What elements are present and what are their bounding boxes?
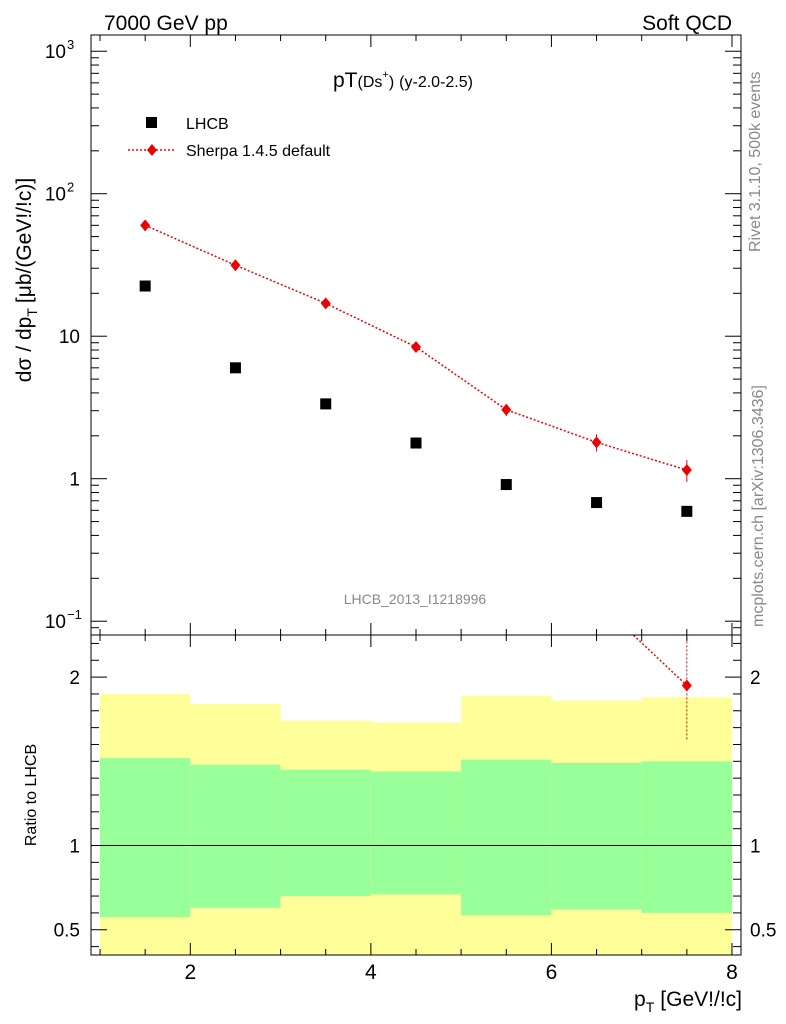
legend-label-lhcb: LHCB <box>186 116 229 133</box>
legend-marker-sherpa <box>147 144 157 156</box>
ratio-bands <box>100 693 732 955</box>
main-y-tick-label: 10 <box>45 185 66 206</box>
ratio-tick-labels: 0.5 0.5 1 1 2 2 <box>54 668 777 942</box>
title-main: pT <box>333 69 358 92</box>
x-tick-labels: 2 4 6 8 <box>184 961 737 984</box>
ratio-band-inner <box>551 763 642 910</box>
x-tick-label: 8 <box>726 961 738 984</box>
main-y-tick-label: 10 <box>45 42 66 63</box>
x-tick-label: 6 <box>546 961 558 984</box>
ratio-tick-label-right: 2 <box>750 668 761 689</box>
sherpa-point <box>320 297 331 310</box>
lhcb-point <box>229 362 241 374</box>
xlabel-sub: T <box>646 999 655 1015</box>
title-particle: (Ds <box>358 74 383 91</box>
ylabel-unit: [μb/(GeV!/!c)] <box>13 178 36 303</box>
lhcb-point <box>410 437 422 449</box>
ratio-panel: 0.5 0.5 1 1 2 2 2 4 6 8 Ratio to LHCB pT [GeV!/!c… <box>23 634 777 1015</box>
main-y-tick-exponent: 3 <box>67 37 74 52</box>
ratio-band-inner <box>461 759 552 916</box>
ratio-sherpa-line <box>632 635 688 687</box>
ratio-sherpa-series <box>632 635 692 740</box>
ratio-band-inner <box>641 761 732 913</box>
lhcb-point <box>139 280 151 292</box>
header-right: Soft QCD <box>642 12 732 35</box>
x-tick-label: 2 <box>184 961 196 984</box>
chart-title: pT(Ds+) (y-2.0-2.5) <box>333 69 473 92</box>
ratio-band-inner <box>100 757 191 918</box>
main-y-tick-label: 1 <box>69 470 80 491</box>
sherpa-point <box>591 436 602 449</box>
ratio-tick-label-left: 1 <box>69 837 80 858</box>
ratio-tick-label-right: 1 <box>750 837 761 858</box>
ylabel-sub: T <box>24 308 40 317</box>
lhcb-series <box>139 280 693 517</box>
ratio-band-inner <box>190 764 281 908</box>
main-y-axis-label: dσ / dpT [μb/(GeV!/!c)] <box>13 178 40 382</box>
sherpa-point <box>501 403 512 416</box>
title-particle-close: ) <box>389 74 394 91</box>
sherpa-point <box>140 219 151 232</box>
ratio-band-inner <box>280 769 371 897</box>
analysis-watermark: LHCB_2013_I1218996 <box>344 591 487 607</box>
main-y-tick-exponent: 2 <box>67 180 74 195</box>
sherpa-point <box>230 259 241 272</box>
legend: LHCB Sherpa 1.4.5 default <box>128 116 331 160</box>
legend-marker-lhcb <box>146 117 157 128</box>
legend-label-sherpa: Sherpa 1.4.5 default <box>186 143 331 160</box>
ylabel-prefix: dσ / dp <box>13 317 36 383</box>
xlabel-main: p <box>634 988 646 1011</box>
header-left: 7000 GeV pp <box>104 12 228 35</box>
rivet-label: Rivet 3.1.10, 500k events <box>747 71 764 252</box>
main-y-tick-label: 10 <box>59 327 80 348</box>
sherpa-series <box>140 219 692 482</box>
lhcb-point <box>320 398 332 410</box>
x-axis-label: pT [GeV!/!c] <box>634 988 742 1015</box>
ratio-axis-ticks <box>91 635 741 955</box>
sherpa-point <box>411 341 421 354</box>
x-tick-label: 4 <box>365 961 377 984</box>
ratio-tick-label-left: 2 <box>69 668 80 689</box>
main-y-tick-exponent: −1 <box>67 607 82 622</box>
ratio-sherpa-point <box>681 679 692 692</box>
lhcb-point <box>681 505 693 517</box>
ratio-tick-label-right: 0.5 <box>750 921 776 942</box>
title-charge: + <box>382 69 388 81</box>
main-axis-ticks <box>91 35 741 636</box>
lhcb-point <box>500 479 512 491</box>
xlabel-unit: [GeV!/!c] <box>660 988 742 1011</box>
source-label: mcplots.cern.ch [arXiv:1306.3436] <box>750 385 767 627</box>
sherpa-point <box>681 464 692 477</box>
ratio-y-axis-label: Ratio to LHCB <box>23 744 40 846</box>
lhcb-point <box>591 497 603 509</box>
ratio-band-inner <box>370 771 462 895</box>
main-y-tick-label: 10 <box>45 612 66 633</box>
title-range: (y-2.0-2.5) <box>399 74 473 91</box>
ratio-tick-label-left: 0.5 <box>54 921 80 942</box>
